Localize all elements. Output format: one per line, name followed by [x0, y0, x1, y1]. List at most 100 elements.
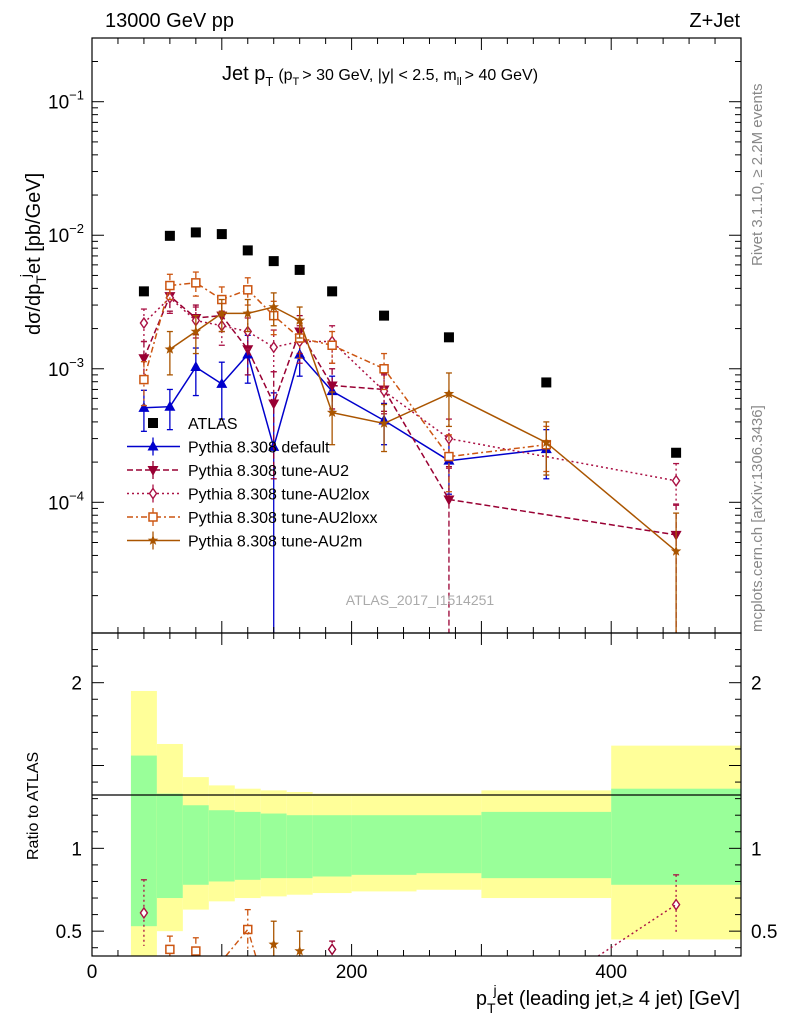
legend-label: ATLAS: [188, 416, 238, 433]
ratio-series-pythia-8-308-tune-au2lox: [139, 874, 681, 947]
ylabel-main: dσ/dp: [23, 284, 45, 335]
y-tick-label-exp: −2: [69, 221, 84, 236]
data-point: [378, 417, 390, 428]
title-sub-t-2: T: [293, 76, 300, 88]
data-point: [190, 227, 201, 238]
series-pythia-8-308-tune-au2loxx: [139, 271, 552, 493]
header-process: Z+Jet: [689, 10, 740, 32]
ratio-y-tick-label: 1: [71, 839, 82, 860]
ylabel-sub: T: [33, 275, 49, 284]
data-point: [216, 307, 227, 318]
data-point: [326, 381, 338, 392]
ratio-frame: [91, 632, 742, 957]
watermark: ATLAS_2017_I1514251: [346, 592, 495, 608]
series-pythia-8-308-tune-au2: [138, 283, 682, 633]
data-point: [444, 451, 454, 462]
ratio-y-label: Ratio to ATLAS: [25, 752, 42, 860]
ratio-uncertainty-bands: [130, 690, 741, 956]
ratio-series-line: [225, 928, 257, 957]
data-point: [671, 474, 681, 487]
data-point: [138, 286, 149, 297]
legend-label: Pythia 8.308 tune-AU2lox: [188, 487, 369, 504]
data-point: [443, 495, 455, 506]
data-point: [541, 437, 552, 447]
title-cut-3: > 40 GeV): [465, 67, 538, 84]
y-tick-label-base: 10: [48, 360, 69, 381]
series-line: [143, 296, 677, 482]
data-point: [294, 315, 305, 325]
xlabel-tail: et (leading jet,≥ 4 jet) [GeV]: [497, 988, 740, 1010]
ratio-series-line: [597, 904, 677, 957]
ratio-point: [671, 898, 681, 911]
legend-entry: Pythia 8.308 tune-AU2m: [127, 531, 362, 551]
data-point: [165, 280, 175, 291]
data-point: [138, 354, 150, 365]
green-band: [156, 793, 183, 899]
legend: ATLAS Pythia 8.308 default Pythia 8.308 tu…: [127, 416, 377, 551]
ratio-series-pythia-8-308-tune-au2loxx: [165, 908, 253, 956]
data-point: [164, 400, 176, 411]
x-tick-label: 200: [336, 962, 368, 983]
legend-label: Pythia 8.308 default: [188, 440, 330, 457]
legend-entry: Pythia 8.308 tune-AU2: [127, 461, 349, 480]
data-point: [443, 332, 454, 343]
ratio-series-pythia-8-308-tune-au2: [327, 940, 337, 956]
title-sub-ll: ll: [457, 76, 462, 88]
main-series-layer: [138, 227, 682, 633]
data-point: [541, 377, 552, 388]
green-band: [208, 810, 235, 882]
green-band: [312, 815, 352, 877]
ratio-y-tick-label-right: 2: [751, 674, 762, 695]
legend-marker: [147, 440, 159, 451]
data-point: [269, 341, 279, 354]
data-point: [242, 345, 254, 356]
y-tick-label-base: 10: [48, 493, 69, 514]
ratio-y-tick-label-right: 1: [751, 839, 762, 860]
green-band: [182, 805, 209, 885]
y-tick-label-base: 10: [48, 226, 69, 247]
data-point: [327, 286, 338, 297]
green-band: [234, 811, 261, 880]
ratio-point: [243, 924, 253, 935]
data-point: [327, 340, 337, 351]
ylabel-sup: j: [17, 274, 33, 278]
series-pythia-8-308-tune-au2m: [164, 292, 682, 633]
ratio-point: [294, 945, 305, 956]
legend-entry: Pythia 8.308 default: [127, 437, 330, 457]
title-main: Jet p: [222, 63, 265, 85]
xlabel-sub: T: [487, 1000, 496, 1016]
ratio-series-layer: [139, 874, 681, 957]
main-title: Jet pT (pT > 30 GeV, |y| < 2.5, mll > 40 Ge…: [222, 63, 538, 89]
data-point: [379, 364, 389, 374]
data-point: [294, 264, 305, 275]
y-tick-label: 10−2: [48, 221, 84, 247]
legend-marker: [147, 535, 159, 545]
y-tick-label: 10−3: [48, 355, 84, 381]
legend-label: Pythia 8.308 tune-AU2m: [188, 534, 362, 551]
ratio-point: [165, 944, 175, 955]
main-panel: 10−110−210−310−40 200 400 ATLAS_2017_I1514…: [17, 37, 742, 983]
y-tick-label: 10−4: [48, 488, 84, 514]
x-tick-label: 0: [87, 962, 98, 983]
y-tick-label-exp: −4: [69, 488, 84, 503]
y-tick-label-exp: −1: [69, 88, 84, 103]
data-point: [139, 316, 149, 330]
x-tick-label: 400: [595, 962, 627, 983]
y-tick-label-exp: −3: [69, 355, 84, 370]
data-point: [216, 229, 227, 240]
ratio-y-tick-label: 2: [71, 674, 82, 695]
data-point: [268, 399, 280, 410]
ratio-point: [191, 946, 201, 956]
legend-label: Pythia 8.308 tune-AU2: [188, 463, 349, 480]
data-point: [326, 407, 338, 417]
title-sub-t: T: [265, 74, 273, 89]
green-band: [286, 815, 313, 879]
data-point: [164, 343, 176, 354]
legend-marker: [148, 418, 158, 428]
legend-entry: Pythia 8.308 tune-AU2lox: [127, 484, 369, 504]
data-point: [216, 377, 228, 388]
data-point: [671, 447, 682, 458]
ratio-y-tick-label: 0.5: [56, 922, 82, 943]
legend-entry: Pythia 8.308 tune-AU2loxx: [127, 508, 377, 527]
